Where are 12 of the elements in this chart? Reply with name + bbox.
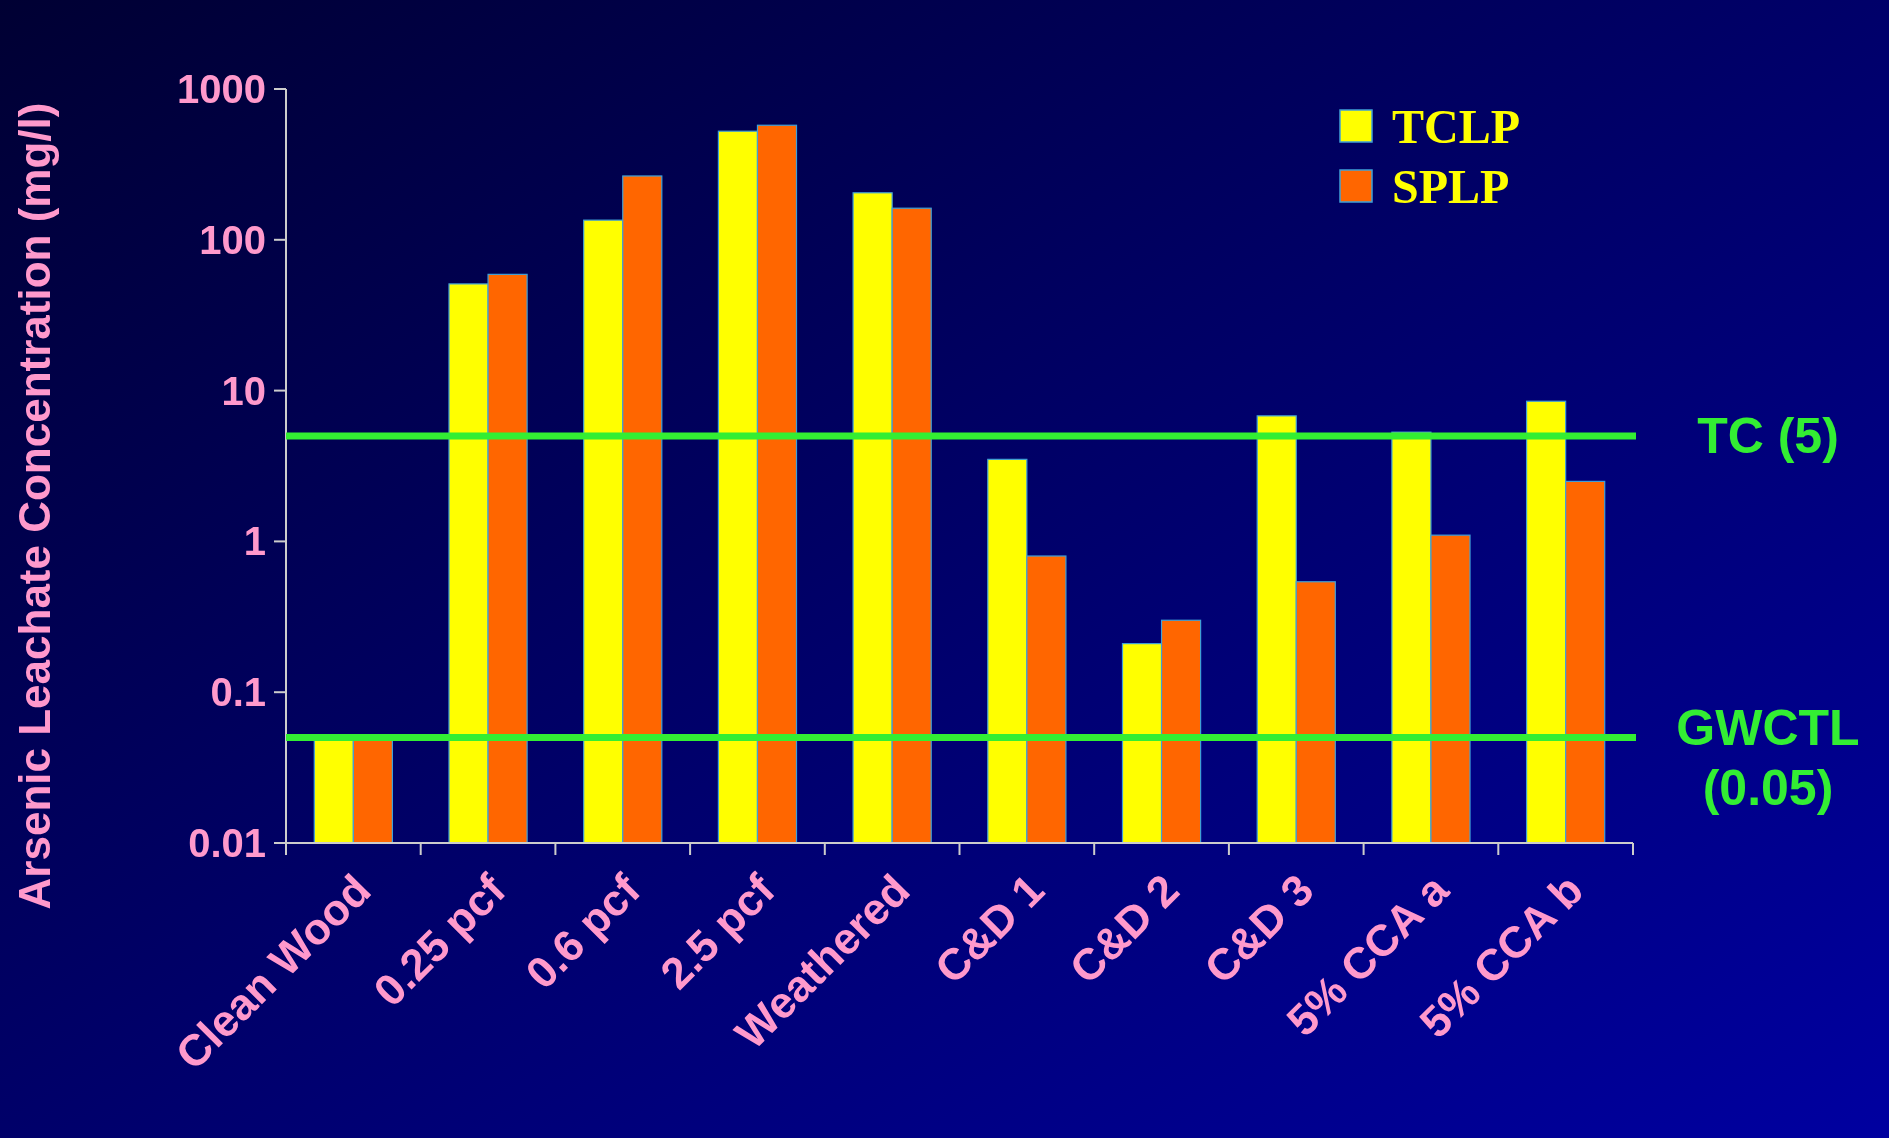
y-tick-label: 1 [243, 519, 266, 564]
y-tick-label: 100 [199, 217, 266, 262]
y-axis-title: Arsenic Leachate Concentration (mg/l) [10, 102, 59, 910]
y-tick-label: 10 [221, 368, 266, 413]
legend-label: TCLP [1392, 99, 1521, 153]
ref-line-label: GWCTL (0.05) [1676, 700, 1860, 817]
ref-line-label: TC (5) [1697, 408, 1839, 465]
y-tick-label: 1000 [177, 67, 266, 111]
y-tick-label: 0.1 [210, 670, 266, 715]
legend-label: SPLP [1392, 159, 1510, 213]
y-tick-label: 0.01 [188, 821, 266, 865]
x-tick-label: 0.6 pcf [515, 864, 650, 998]
